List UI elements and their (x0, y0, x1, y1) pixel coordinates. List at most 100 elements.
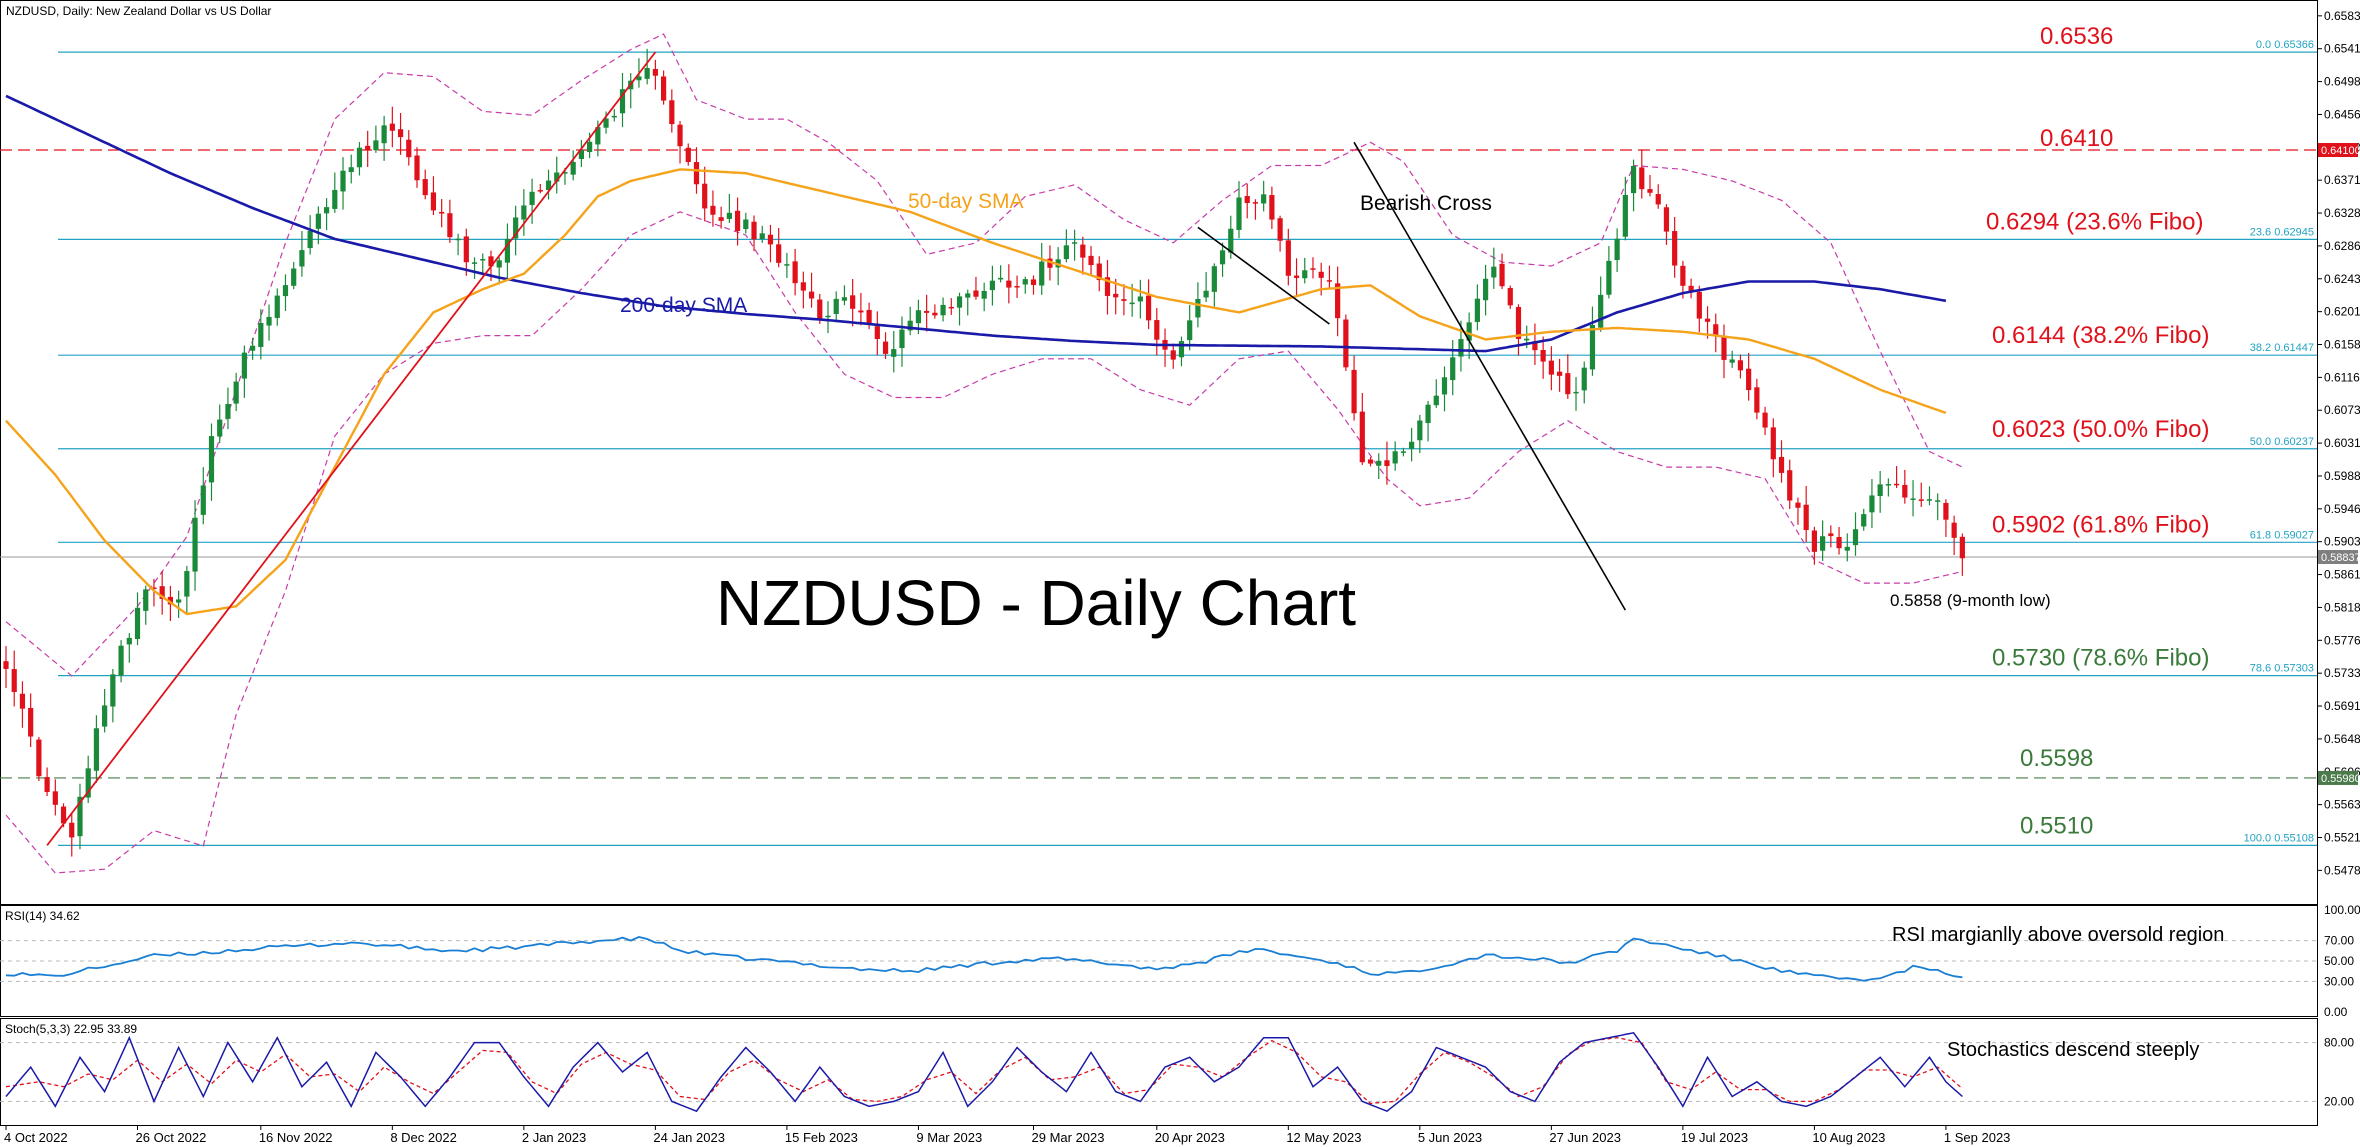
candle-body (1721, 335, 1727, 360)
candle-body (1828, 533, 1834, 537)
candle-body (751, 221, 757, 240)
candle-body (134, 607, 141, 640)
candle-body (266, 316, 272, 326)
candle-body (217, 419, 223, 437)
candle-body (307, 230, 313, 249)
candle-body (422, 179, 428, 196)
candle-body (685, 147, 691, 163)
candle-body (373, 140, 379, 151)
chart-header: NZDUSD, Daily: New Zealand Dollar vs US … (6, 4, 271, 18)
candle-body (480, 259, 486, 261)
sma200-line (5, 94, 1947, 353)
candle-body (1836, 537, 1842, 549)
candle-body (299, 250, 305, 267)
candle-body (1384, 460, 1390, 467)
candle-body (1113, 293, 1119, 298)
candle-body (1803, 504, 1809, 530)
x-tick-label: 9 Mar 2023 (916, 1130, 982, 1145)
candle-body (1335, 283, 1341, 319)
candle-body (570, 161, 576, 175)
candle-body (1532, 341, 1538, 351)
candle-body (693, 162, 700, 185)
stoch-panel-border (0, 1018, 2318, 1126)
candle-body (1515, 306, 1522, 339)
x-tick-label: 8 Dec 2022 (390, 1130, 457, 1145)
candle-body (537, 190, 543, 192)
candle-body (447, 213, 453, 238)
x-tick-label: 12 May 2023 (1286, 1130, 1361, 1145)
level-annotation-4: 0.6023 (50.0% Fibo) (1992, 416, 2209, 443)
stoch-main-line (5, 1031, 1963, 1113)
x-tick-label: 20 Apr 2023 (1155, 1130, 1225, 1145)
candle-body (1507, 288, 1513, 306)
candle-body (340, 170, 346, 192)
candle-body (1080, 244, 1086, 258)
candle-body (1598, 294, 1604, 328)
candle-body (1351, 369, 1357, 414)
candle-body (965, 293, 971, 298)
candle-body (981, 290, 987, 299)
candle-body (1088, 255, 1094, 266)
resistance-price-tag-bg (2318, 143, 2358, 158)
stoch-note: Stochastics descend steeply (1947, 1039, 2199, 1061)
candle-body (1630, 166, 1637, 194)
y-tick-label: 0.61585 (2324, 338, 2360, 352)
candle-body (891, 349, 897, 357)
candle-body (1318, 271, 1324, 278)
candle-body (899, 329, 905, 349)
candle-body (792, 261, 798, 284)
candle-body (1729, 359, 1735, 363)
candle-body (611, 115, 617, 118)
candle-body (587, 141, 593, 153)
candle-body (28, 707, 34, 737)
candle-body (200, 485, 206, 515)
chart-title: NZDUSD - Daily Chart (716, 567, 1356, 639)
candle-body (44, 777, 50, 792)
candle-body (915, 310, 922, 324)
candlesticks (3, 48, 1965, 857)
candle-body (1573, 391, 1579, 394)
x-tick-label: 5 Jun 2023 (1418, 1130, 1482, 1145)
candle-body (1762, 412, 1768, 428)
candle-body (1548, 360, 1554, 375)
y-tick-label: 0.55635 (2324, 798, 2360, 812)
candle-body (833, 298, 839, 314)
candle-body (1170, 350, 1176, 360)
candle-body (159, 586, 165, 599)
support-price-tag-bg (2318, 770, 2358, 785)
x-tick-label: 2 Jan 2023 (522, 1130, 586, 1145)
y-tick-label: 0.59885 (2324, 469, 2360, 483)
candle-body (636, 76, 642, 81)
candle-body (389, 123, 395, 131)
candle-body (504, 238, 511, 263)
candle-body (1713, 324, 1719, 336)
candle-body (1926, 499, 1933, 501)
level-annotation-7: 0.5598 (2020, 745, 2093, 772)
price-panel-border (0, 0, 2318, 905)
candle-body (208, 436, 215, 483)
candle-body (151, 587, 157, 590)
candle-body (554, 172, 560, 182)
y-tick-label: 0.59035 (2324, 535, 2360, 549)
fibo-line-label-1: 23.6 0.62945 (2250, 226, 2314, 238)
candle-body (1450, 357, 1456, 381)
candle-body (578, 149, 584, 160)
candle-body (998, 277, 1004, 280)
candle-body (940, 304, 946, 316)
candle-body (1121, 299, 1127, 301)
candle-body (710, 205, 716, 215)
candle-body (282, 285, 289, 297)
candle-body (841, 297, 848, 301)
candle-body (1072, 242, 1078, 244)
candle-body (430, 192, 437, 211)
y-tick-label: 0.60735 (2324, 403, 2360, 417)
candle-body (143, 589, 149, 611)
candle-body (882, 341, 889, 354)
candle-body (184, 571, 190, 597)
candle-body (365, 145, 371, 150)
candle-body (1376, 460, 1382, 466)
candle-body (1680, 265, 1686, 286)
